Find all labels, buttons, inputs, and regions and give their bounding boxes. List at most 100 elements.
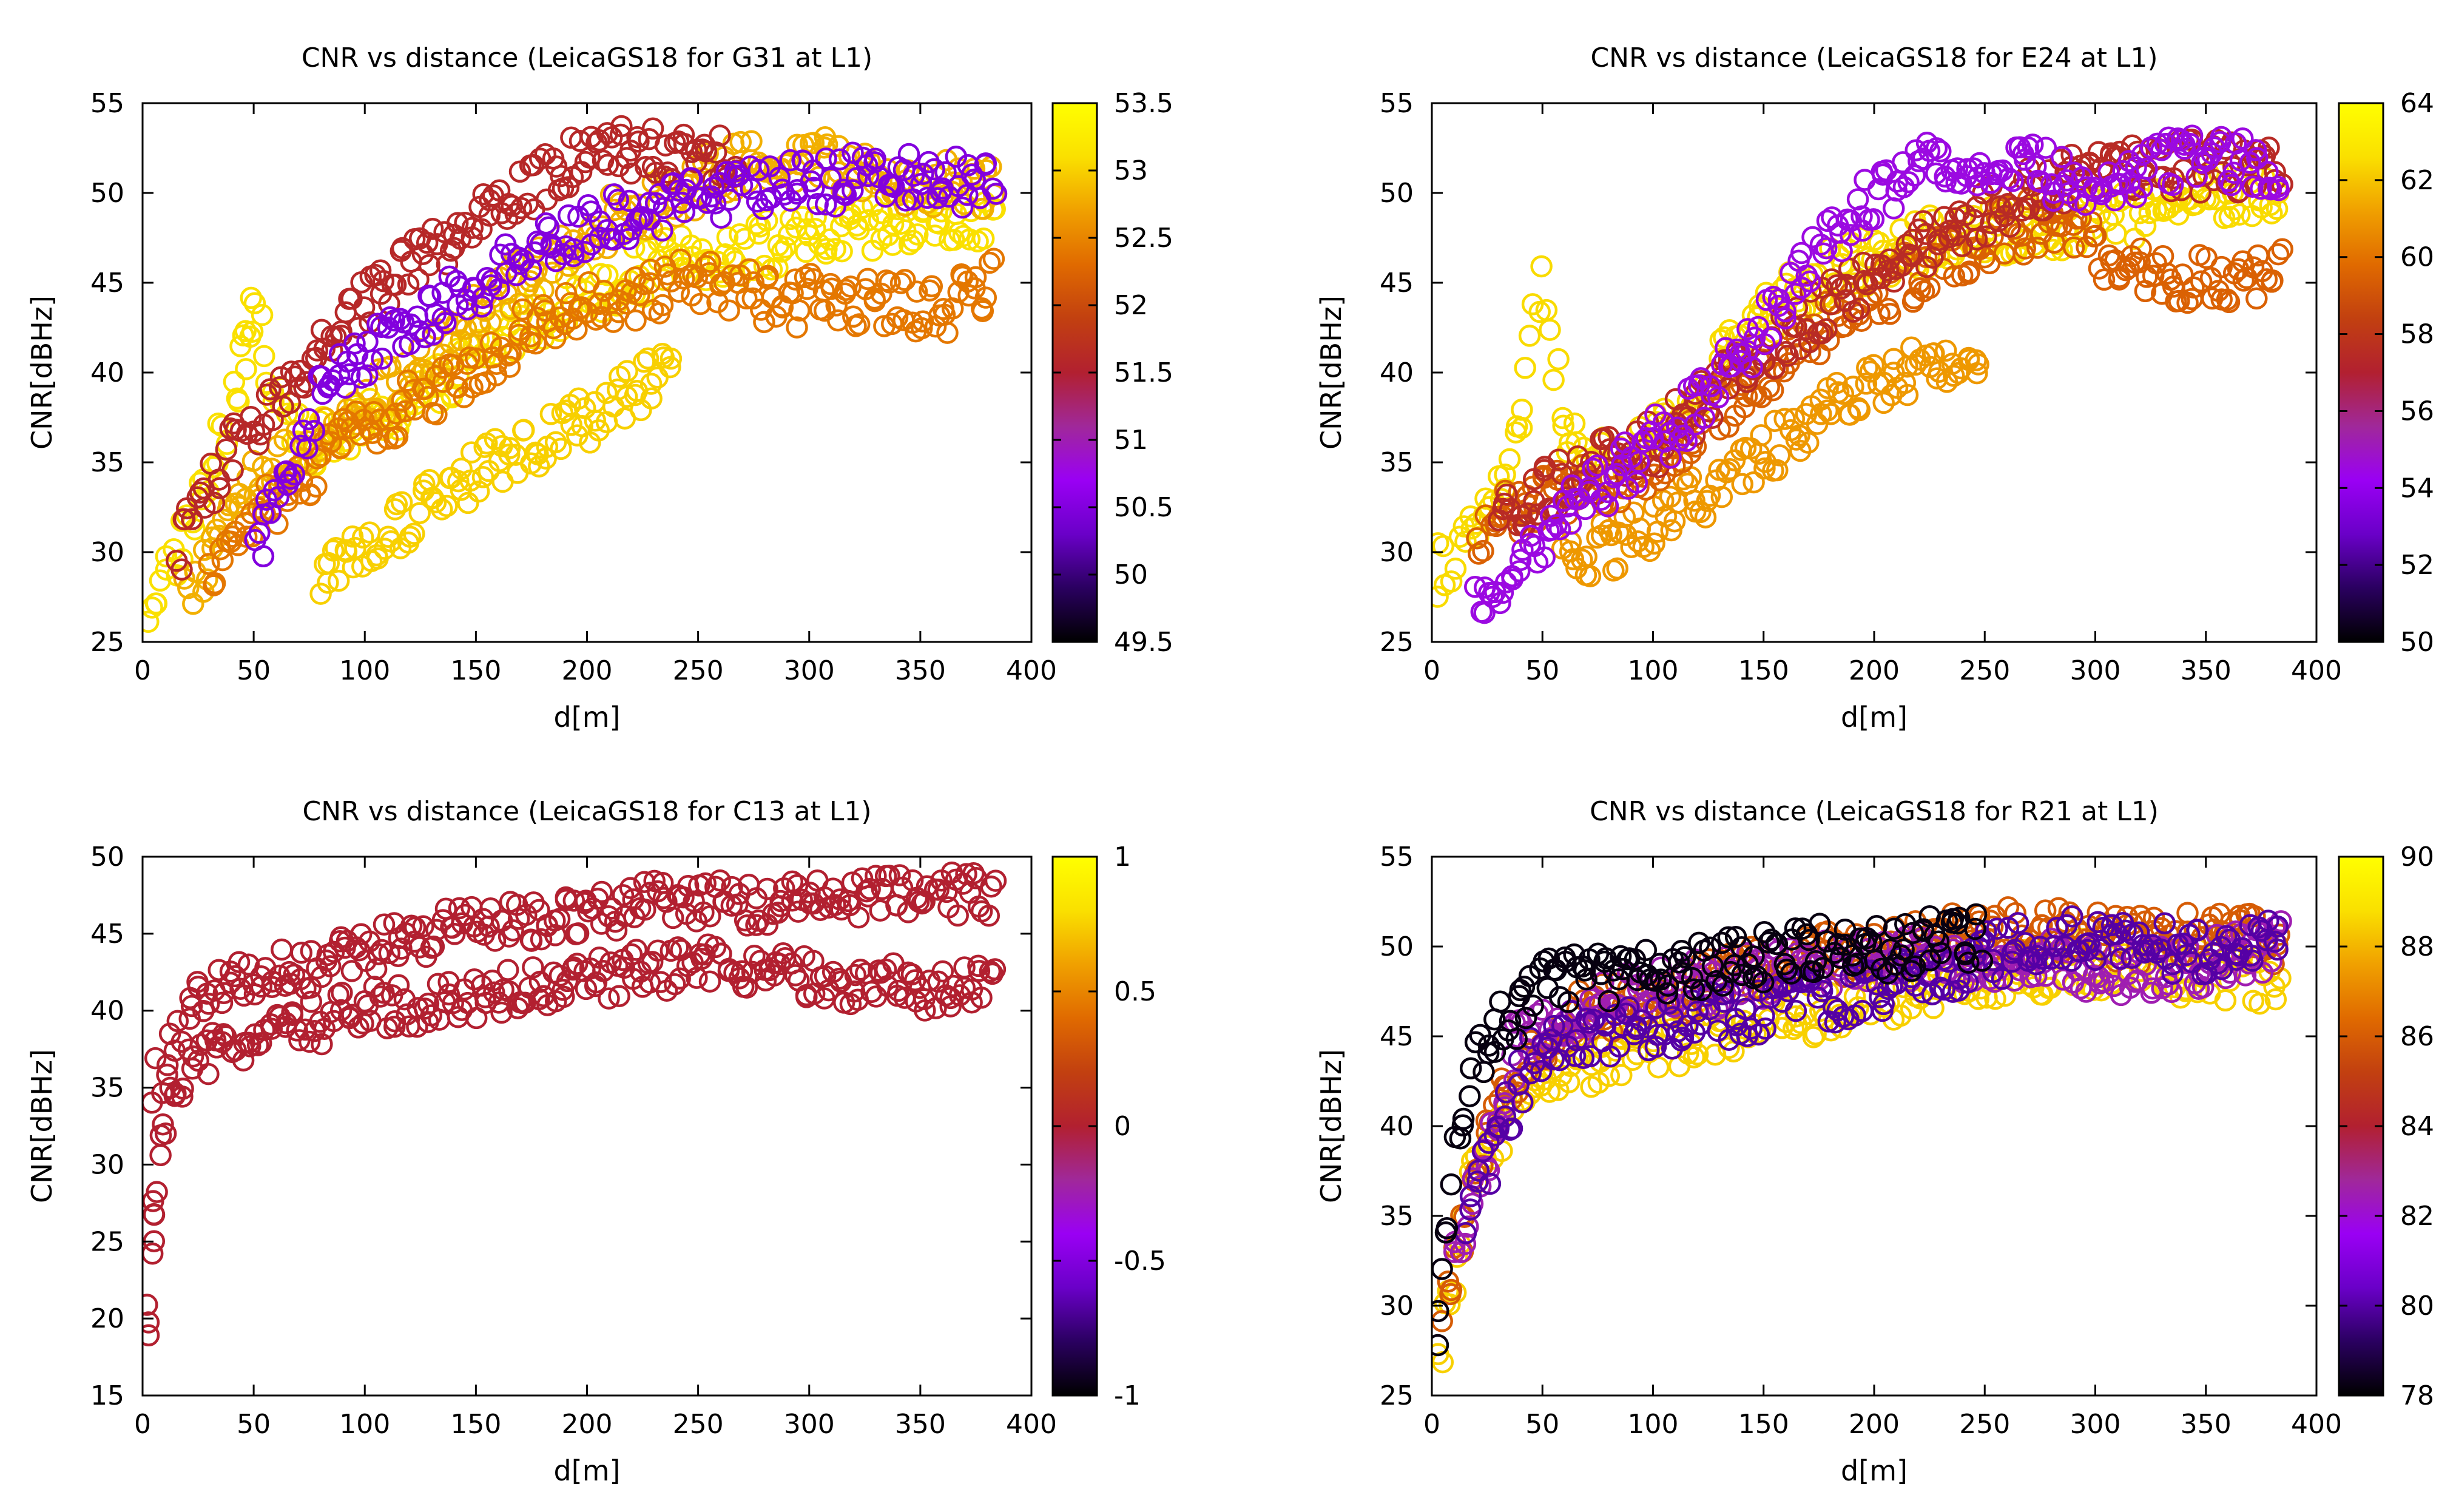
data-point bbox=[786, 874, 809, 897]
data-point bbox=[1892, 151, 1914, 174]
data-point bbox=[1494, 1105, 1517, 1128]
data-point bbox=[1564, 1045, 1587, 1067]
data-point bbox=[1668, 429, 1690, 452]
data-point bbox=[704, 936, 727, 959]
data-point bbox=[2155, 948, 2178, 970]
data-point bbox=[638, 272, 661, 294]
data-point bbox=[1761, 379, 1784, 402]
colorbar-tick-label: 52 bbox=[1114, 290, 1148, 321]
data-point bbox=[794, 266, 817, 289]
data-point bbox=[664, 973, 686, 996]
data-point bbox=[361, 422, 383, 444]
data-point bbox=[753, 311, 775, 334]
x-tick-label: 50 bbox=[1525, 1409, 1559, 1440]
data-point bbox=[146, 1181, 168, 1203]
data-point bbox=[588, 129, 611, 152]
data-point bbox=[1927, 930, 1950, 953]
data-point bbox=[842, 179, 864, 201]
colorbar-tick-label: 0.5 bbox=[1114, 976, 1156, 1007]
data-point bbox=[2056, 169, 2078, 192]
data-point bbox=[496, 959, 519, 981]
data-point bbox=[1514, 1007, 1537, 1030]
data-point bbox=[882, 213, 905, 236]
y-tick-label: 50 bbox=[90, 842, 124, 872]
data-point bbox=[982, 177, 1004, 200]
data-point bbox=[894, 189, 917, 212]
data-point bbox=[2245, 287, 2268, 310]
colorbar-tick-label: 52.5 bbox=[1114, 223, 1173, 254]
colorbar-tick-label: 0 bbox=[1114, 1111, 1131, 1142]
data-point bbox=[773, 183, 796, 206]
data-point bbox=[1929, 942, 1952, 965]
data-point bbox=[309, 445, 332, 467]
data-point bbox=[1459, 1057, 1482, 1079]
data-point bbox=[470, 295, 493, 318]
data-point bbox=[643, 869, 666, 893]
data-point bbox=[718, 189, 741, 211]
data-point bbox=[2267, 178, 2290, 201]
data-point bbox=[802, 892, 825, 915]
chart-title: CNR vs distance (LeicaGS18 for E24 at L1… bbox=[1590, 42, 2157, 73]
x-tick-label: 400 bbox=[2291, 1409, 2342, 1440]
y-tick-label: 55 bbox=[1380, 842, 1414, 872]
data-point bbox=[2232, 127, 2254, 150]
chart-title: CNR vs distance (LeicaGS18 for C13 at L1… bbox=[303, 796, 872, 827]
x-tick-label: 0 bbox=[134, 1409, 151, 1440]
chart-panel-1: CNR vs distance (LeicaGS18 for G31 at L1… bbox=[25, 42, 1173, 734]
data-point bbox=[283, 964, 306, 986]
data-point bbox=[1997, 167, 2020, 190]
data-point bbox=[1522, 994, 1544, 1017]
data-point bbox=[156, 1064, 178, 1086]
data-point bbox=[769, 953, 791, 976]
colorbar-tick-label: -1 bbox=[1114, 1380, 1141, 1411]
y-tick-label: 40 bbox=[90, 996, 124, 1027]
series-track-5 bbox=[1432, 903, 1994, 1357]
data-point bbox=[1559, 512, 1582, 535]
data-point bbox=[356, 379, 378, 401]
data-point bbox=[1647, 1056, 1670, 1079]
data-point bbox=[1849, 927, 1871, 950]
colorbar-tick-label: 50.5 bbox=[1114, 492, 1173, 523]
data-point bbox=[1614, 524, 1638, 546]
data-point bbox=[806, 193, 829, 215]
data-point bbox=[2244, 139, 2267, 161]
data-point bbox=[977, 904, 1000, 927]
data-point bbox=[524, 332, 547, 355]
data-point bbox=[1477, 1159, 1500, 1181]
data-point bbox=[2089, 938, 2112, 961]
data-point bbox=[340, 960, 363, 982]
colorbar-tick-label: 82 bbox=[2400, 1201, 2434, 1232]
data-point bbox=[1753, 921, 1776, 943]
y-tick-label: 40 bbox=[90, 357, 124, 388]
x-tick-label: 0 bbox=[1423, 655, 1440, 686]
data-point bbox=[704, 192, 727, 215]
data-point bbox=[548, 306, 572, 329]
data-point bbox=[447, 470, 470, 493]
data-point bbox=[1752, 971, 1775, 994]
data-point bbox=[1785, 428, 1808, 451]
data-point bbox=[297, 408, 320, 431]
data-point bbox=[556, 970, 579, 993]
data-point bbox=[143, 1294, 158, 1316]
data-point bbox=[1754, 1018, 1776, 1040]
data-point bbox=[418, 254, 440, 277]
data-point bbox=[803, 177, 825, 200]
x-axis-label: d[m] bbox=[1841, 1454, 1908, 1487]
data-point bbox=[2270, 910, 2292, 933]
data-point bbox=[514, 991, 536, 1014]
data-point bbox=[2109, 948, 2132, 970]
data-point bbox=[598, 987, 620, 1010]
data-point bbox=[334, 376, 357, 399]
x-tick-label: 0 bbox=[1423, 1409, 1440, 1440]
data-point bbox=[1784, 1005, 1807, 1028]
data-point bbox=[2209, 131, 2232, 154]
data-point bbox=[1734, 997, 1756, 1021]
data-point bbox=[1551, 407, 1574, 430]
data-point bbox=[1519, 1027, 1542, 1049]
data-point bbox=[1630, 1009, 1653, 1032]
data-point bbox=[695, 140, 718, 163]
data-point bbox=[379, 306, 402, 329]
data-point bbox=[1797, 431, 1820, 454]
data-point bbox=[526, 306, 548, 329]
data-point bbox=[1894, 371, 1917, 394]
